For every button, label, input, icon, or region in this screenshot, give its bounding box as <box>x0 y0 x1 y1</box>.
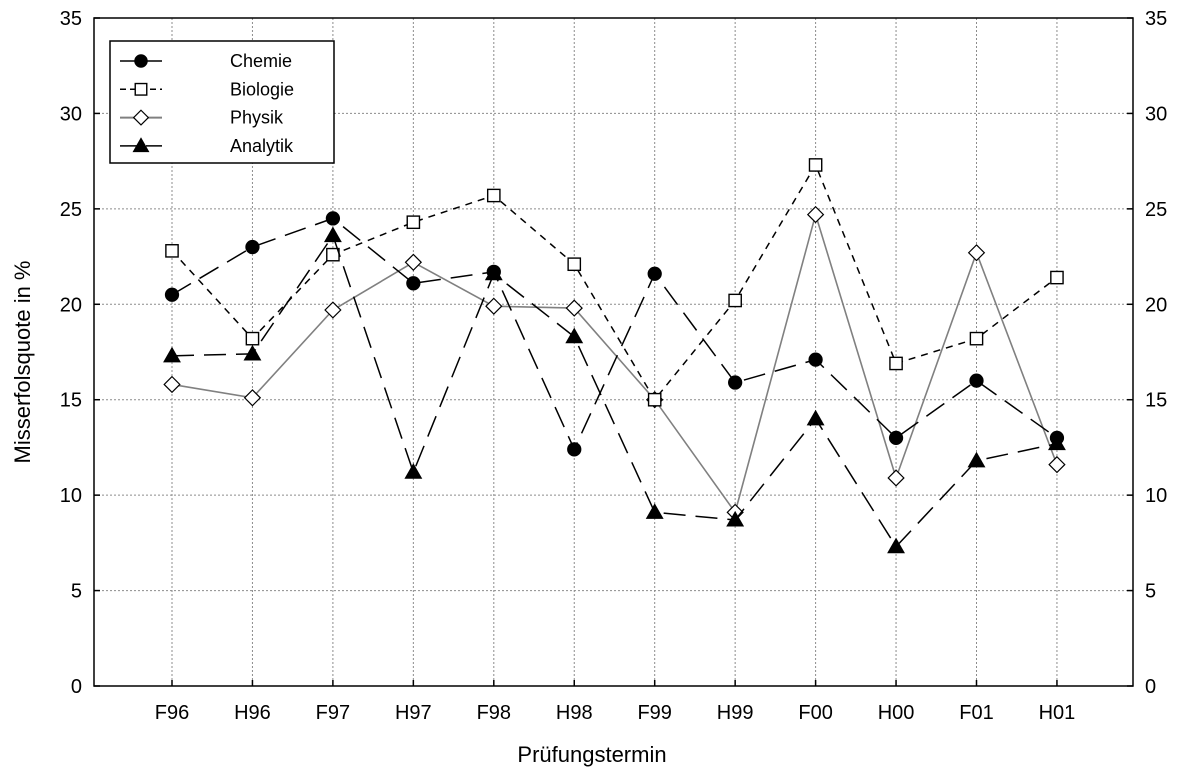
data-point <box>565 327 584 344</box>
plot-area-frame <box>93 17 1134 687</box>
y-tick-label-right: 5 <box>1145 581 1156 603</box>
legend-marker <box>134 54 148 68</box>
y-tick-label-left: 20 <box>60 294 82 316</box>
series-analytik <box>163 226 1066 554</box>
data-point <box>1050 270 1064 285</box>
data-point <box>806 205 825 224</box>
data-point <box>969 373 984 388</box>
data-point <box>726 510 745 527</box>
x-tick-label: F98 <box>477 702 511 724</box>
data-point <box>1049 430 1065 446</box>
data-point <box>406 215 421 230</box>
grid-lines <box>94 18 1133 686</box>
legend-label: Analytik <box>230 136 294 156</box>
y-tick-label-left: 35 <box>60 8 82 30</box>
series-line <box>171 233 1058 548</box>
y-tick-label-right: 0 <box>1145 676 1156 698</box>
data-point <box>967 451 986 468</box>
legend-label: Physik <box>230 108 284 128</box>
data-point <box>969 331 984 346</box>
y-tick-label-left: 0 <box>71 676 82 698</box>
data-point <box>567 442 582 457</box>
y-tick-label-left: 30 <box>60 103 82 125</box>
data-point <box>486 264 501 279</box>
x-tick-label: H97 <box>395 702 432 724</box>
data-point <box>887 469 905 487</box>
data-point <box>806 409 825 426</box>
legend-marker <box>132 109 150 126</box>
data-point <box>967 244 986 262</box>
series-chemie <box>164 211 1065 457</box>
data-point <box>889 356 903 371</box>
data-point <box>243 389 262 407</box>
y-tick-label-right: 30 <box>1145 103 1167 125</box>
y-tick-label-left: 5 <box>71 581 82 603</box>
x-tick-label: F96 <box>155 702 189 724</box>
data-point <box>243 344 262 361</box>
legend-marker <box>134 82 148 96</box>
data-point <box>647 266 662 281</box>
y-tick-label-right: 20 <box>1145 294 1167 316</box>
series-layer <box>163 158 1066 554</box>
legend-label: Biologie <box>230 79 294 99</box>
y-tick-label-left: 10 <box>60 485 82 507</box>
data-point <box>163 346 181 363</box>
x-tick-label: H98 <box>556 702 593 724</box>
x-tick-label: F00 <box>798 702 832 724</box>
y-tick-label-right: 35 <box>1145 8 1167 30</box>
data-point <box>163 375 181 394</box>
data-point <box>325 211 341 226</box>
x-axis-title: Prüfungstermin <box>517 742 666 767</box>
y-tick-label-left: 25 <box>60 199 82 221</box>
x-tick-label: F97 <box>316 702 350 724</box>
x-tick-label: H01 <box>1039 702 1076 724</box>
data-point <box>164 287 180 302</box>
legend-marker <box>132 137 150 153</box>
series-line <box>171 211 1058 515</box>
data-point <box>887 537 905 554</box>
data-point <box>1048 455 1066 474</box>
data-point <box>808 158 823 172</box>
data-point <box>245 331 260 346</box>
x-tick-label: F01 <box>959 702 993 724</box>
data-point <box>404 253 423 271</box>
legend: Chemie Biologie Physik Analytik <box>109 40 335 164</box>
data-point <box>245 239 260 255</box>
data-point <box>165 244 179 258</box>
series-biologie <box>165 158 1064 407</box>
data-point <box>888 430 904 446</box>
y-tick-label-left: 15 <box>60 390 82 412</box>
y-axis-title: Misserfolsquote in % <box>10 261 35 464</box>
data-point <box>324 301 342 319</box>
series-physik <box>163 205 1066 521</box>
series-line <box>171 217 1058 452</box>
legend-label: Chemie <box>230 51 292 71</box>
y-tick-label-right: 25 <box>1145 199 1167 221</box>
data-point <box>406 276 421 291</box>
data-point <box>486 188 501 203</box>
axes: 0 0 5 5 10 10 15 15 20 20 25 25 30 30 35 35 F96 H96 F97 H97… <box>60 8 1168 724</box>
x-tick-label: H96 <box>234 702 271 724</box>
x-tick-label: H00 <box>878 702 915 724</box>
x-tick-label: F99 <box>637 702 671 724</box>
series-line <box>171 163 1058 402</box>
data-point <box>323 226 342 243</box>
data-point <box>404 463 423 479</box>
data-point <box>728 293 742 308</box>
data-point <box>645 503 664 519</box>
data-point <box>647 392 662 407</box>
data-point <box>485 297 503 315</box>
data-point <box>567 257 582 272</box>
x-tick-label: H99 <box>717 702 754 724</box>
data-point <box>808 352 823 367</box>
data-point <box>565 299 583 317</box>
data-point <box>728 375 743 390</box>
y-tick-label-right: 10 <box>1145 485 1167 507</box>
y-tick-label-right: 15 <box>1145 390 1167 412</box>
